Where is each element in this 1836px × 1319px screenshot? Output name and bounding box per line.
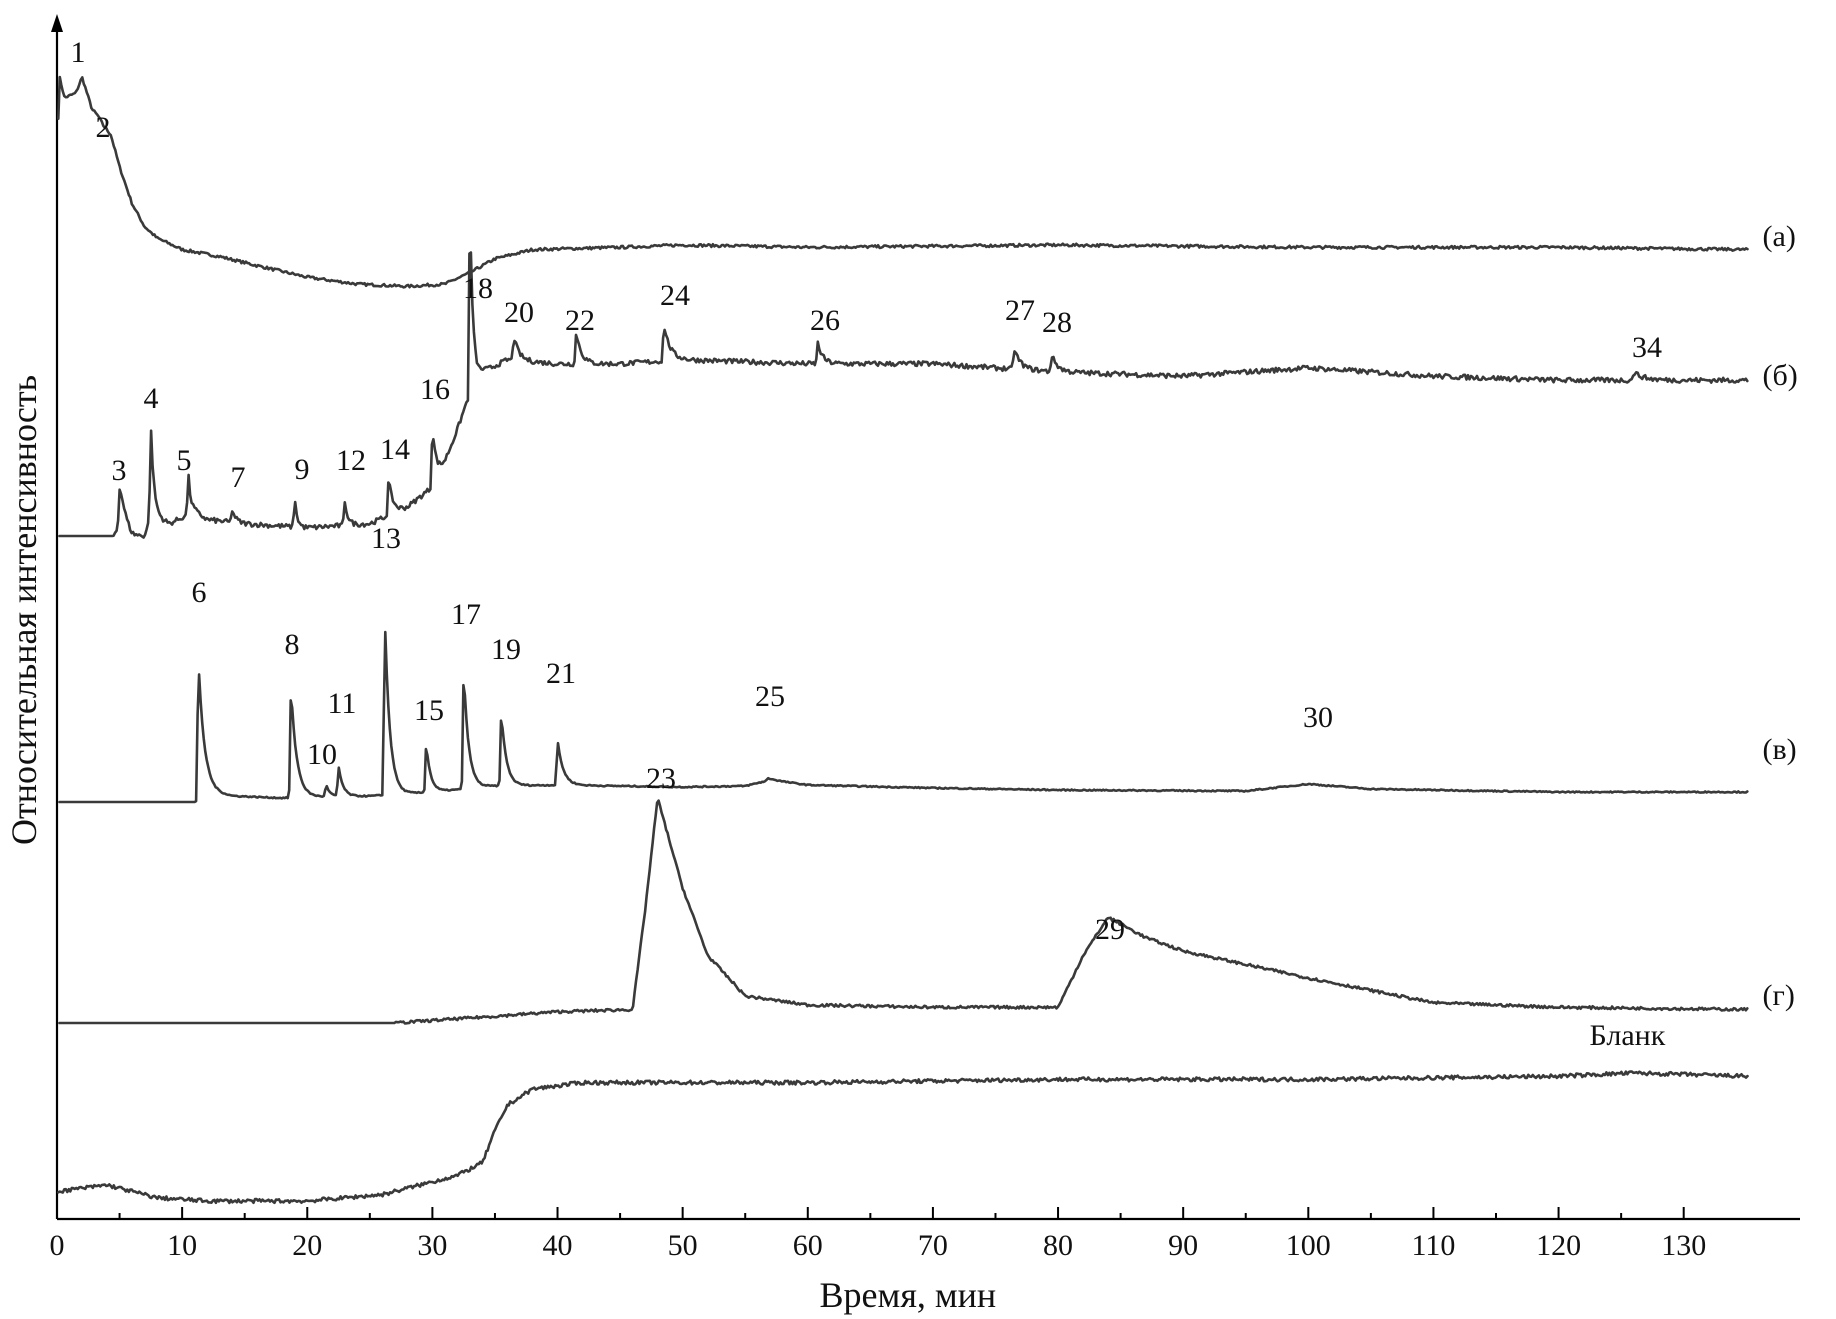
x-tick-label: 80 (1043, 1229, 1073, 1262)
trace-line-3 (58, 799, 1749, 1025)
peak-label: 16 (420, 373, 450, 406)
x-tick-label: 20 (292, 1229, 322, 1262)
peak-label: 29 (1095, 913, 1125, 946)
peak-label: 1 (71, 36, 86, 69)
peak-label: 18 (463, 272, 493, 305)
peak-label: 3 (112, 454, 127, 487)
peak-label: 23 (646, 762, 676, 795)
peak-label: 7 (231, 461, 246, 494)
trace-line-1 (58, 251, 1749, 539)
x-tick-label: 110 (1411, 1229, 1455, 1262)
x-tick-label: 50 (668, 1229, 698, 1262)
series-label: (б) (1763, 359, 1798, 392)
x-tick-label: 30 (417, 1229, 447, 1262)
x-tick-label: 70 (918, 1229, 948, 1262)
peak-label: 15 (414, 694, 444, 727)
peak-label: 8 (285, 628, 300, 661)
peak-label: 25 (755, 680, 785, 713)
series-label: (г) (1763, 979, 1795, 1012)
peak-label: 21 (546, 657, 576, 690)
peak-label: 6 (192, 576, 207, 609)
peak-label: 24 (660, 279, 690, 312)
peak-label: 14 (380, 433, 410, 466)
series-label: (а) (1763, 220, 1796, 253)
x-axis-label: Время, мин (820, 1275, 997, 1315)
traces (57, 75, 1749, 1205)
peak-label: 17 (451, 598, 481, 631)
x-tick-label: 100 (1286, 1229, 1331, 1262)
x-tick-label: 40 (543, 1229, 573, 1262)
x-tick-label: 0 (50, 1229, 65, 1262)
peak-label: 5 (177, 444, 192, 477)
peak-label: 4 (144, 382, 159, 415)
trace-line-0 (57, 75, 1749, 289)
series-label: (в) (1763, 733, 1797, 766)
peak-label: 30 (1303, 701, 1333, 734)
x-tick-label: 120 (1536, 1229, 1581, 1262)
peak-label: 10 (307, 738, 337, 771)
peak-label: 19 (491, 633, 521, 666)
peak-label: 13 (371, 522, 401, 555)
peak-label: 2 (96, 111, 111, 144)
y-axis-label: Относительная интенсивность (4, 375, 44, 845)
x-tick-label: 60 (793, 1229, 823, 1262)
trace-line-2 (58, 630, 1749, 804)
y-axis-arrow (51, 14, 63, 32)
peak-label: 11 (328, 687, 357, 720)
peak-label: 12 (336, 444, 366, 477)
x-tick-label: 90 (1168, 1229, 1198, 1262)
peak-label: 20 (504, 296, 534, 329)
x-tick-label: 130 (1661, 1229, 1706, 1262)
peak-label: 26 (810, 304, 840, 337)
series-label: Бланк (1590, 1019, 1666, 1052)
peak-label: 28 (1042, 306, 1072, 339)
peak-label: 22 (565, 304, 595, 337)
peak-label: 9 (295, 453, 310, 486)
trace-line-4 (57, 1070, 1749, 1205)
peak-label: 34 (1632, 331, 1662, 364)
axes: 0 10 20 30 40 50 60 70 80 90 100 110 120 130 (50, 14, 1800, 1262)
x-tick-label: 10 (167, 1229, 197, 1262)
peak-label: 27 (1005, 294, 1035, 327)
